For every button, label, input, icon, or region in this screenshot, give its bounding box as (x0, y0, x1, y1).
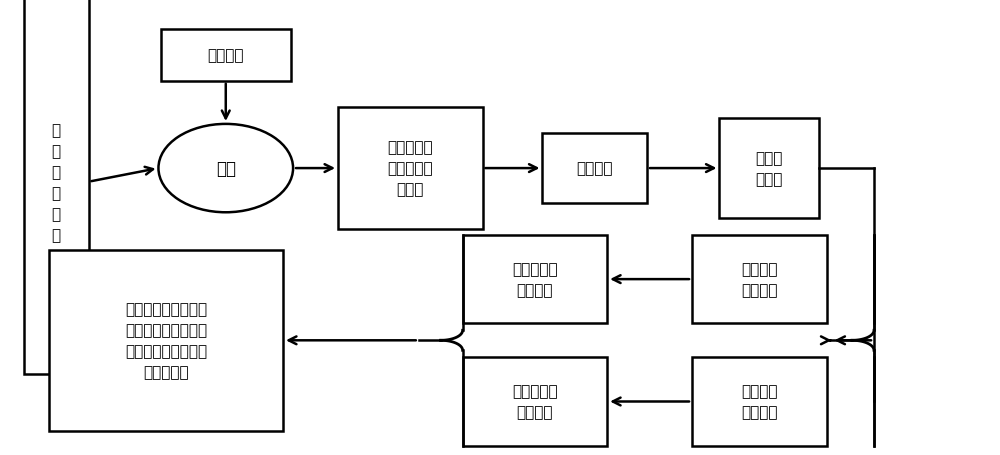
FancyBboxPatch shape (692, 235, 827, 324)
FancyBboxPatch shape (49, 250, 283, 431)
Text: 外扰作用: 外扰作用 (208, 48, 244, 63)
Text: 通过计算不同样本二
维相关光谱间的距离
或者相关系数对其差
异进行量化: 通过计算不同样本二 维相关光谱间的距离 或者相关系数对其差 异进行量化 (125, 302, 207, 379)
FancyBboxPatch shape (542, 134, 647, 204)
FancyBboxPatch shape (463, 358, 607, 446)
FancyBboxPatch shape (24, 0, 89, 374)
Text: 异步二维相
关光谱图: 异步二维相 关光谱图 (512, 384, 558, 420)
Text: 获得外扰作
用下的一系
列光谱: 获得外扰作 用下的一系 列光谱 (387, 140, 433, 197)
FancyBboxPatch shape (338, 108, 483, 230)
Text: 二维相
关分析: 二维相 关分析 (756, 151, 783, 187)
Text: 揺
杂
肉
糜
检
测: 揺 杂 肉 糜 检 测 (52, 122, 61, 242)
FancyBboxPatch shape (692, 358, 827, 446)
FancyBboxPatch shape (719, 119, 819, 218)
Ellipse shape (158, 125, 293, 213)
Text: 同步二维相
关光谱图: 同步二维相 关光谱图 (512, 262, 558, 298)
Text: 样品: 样品 (216, 160, 236, 178)
FancyBboxPatch shape (463, 235, 607, 324)
FancyBboxPatch shape (161, 30, 291, 81)
Text: 同步二维
相关分析: 同步二维 相关分析 (741, 384, 778, 420)
Text: 异步二维
相关分析: 异步二维 相关分析 (741, 262, 778, 298)
Text: 动态光谱: 动态光谱 (576, 161, 613, 176)
